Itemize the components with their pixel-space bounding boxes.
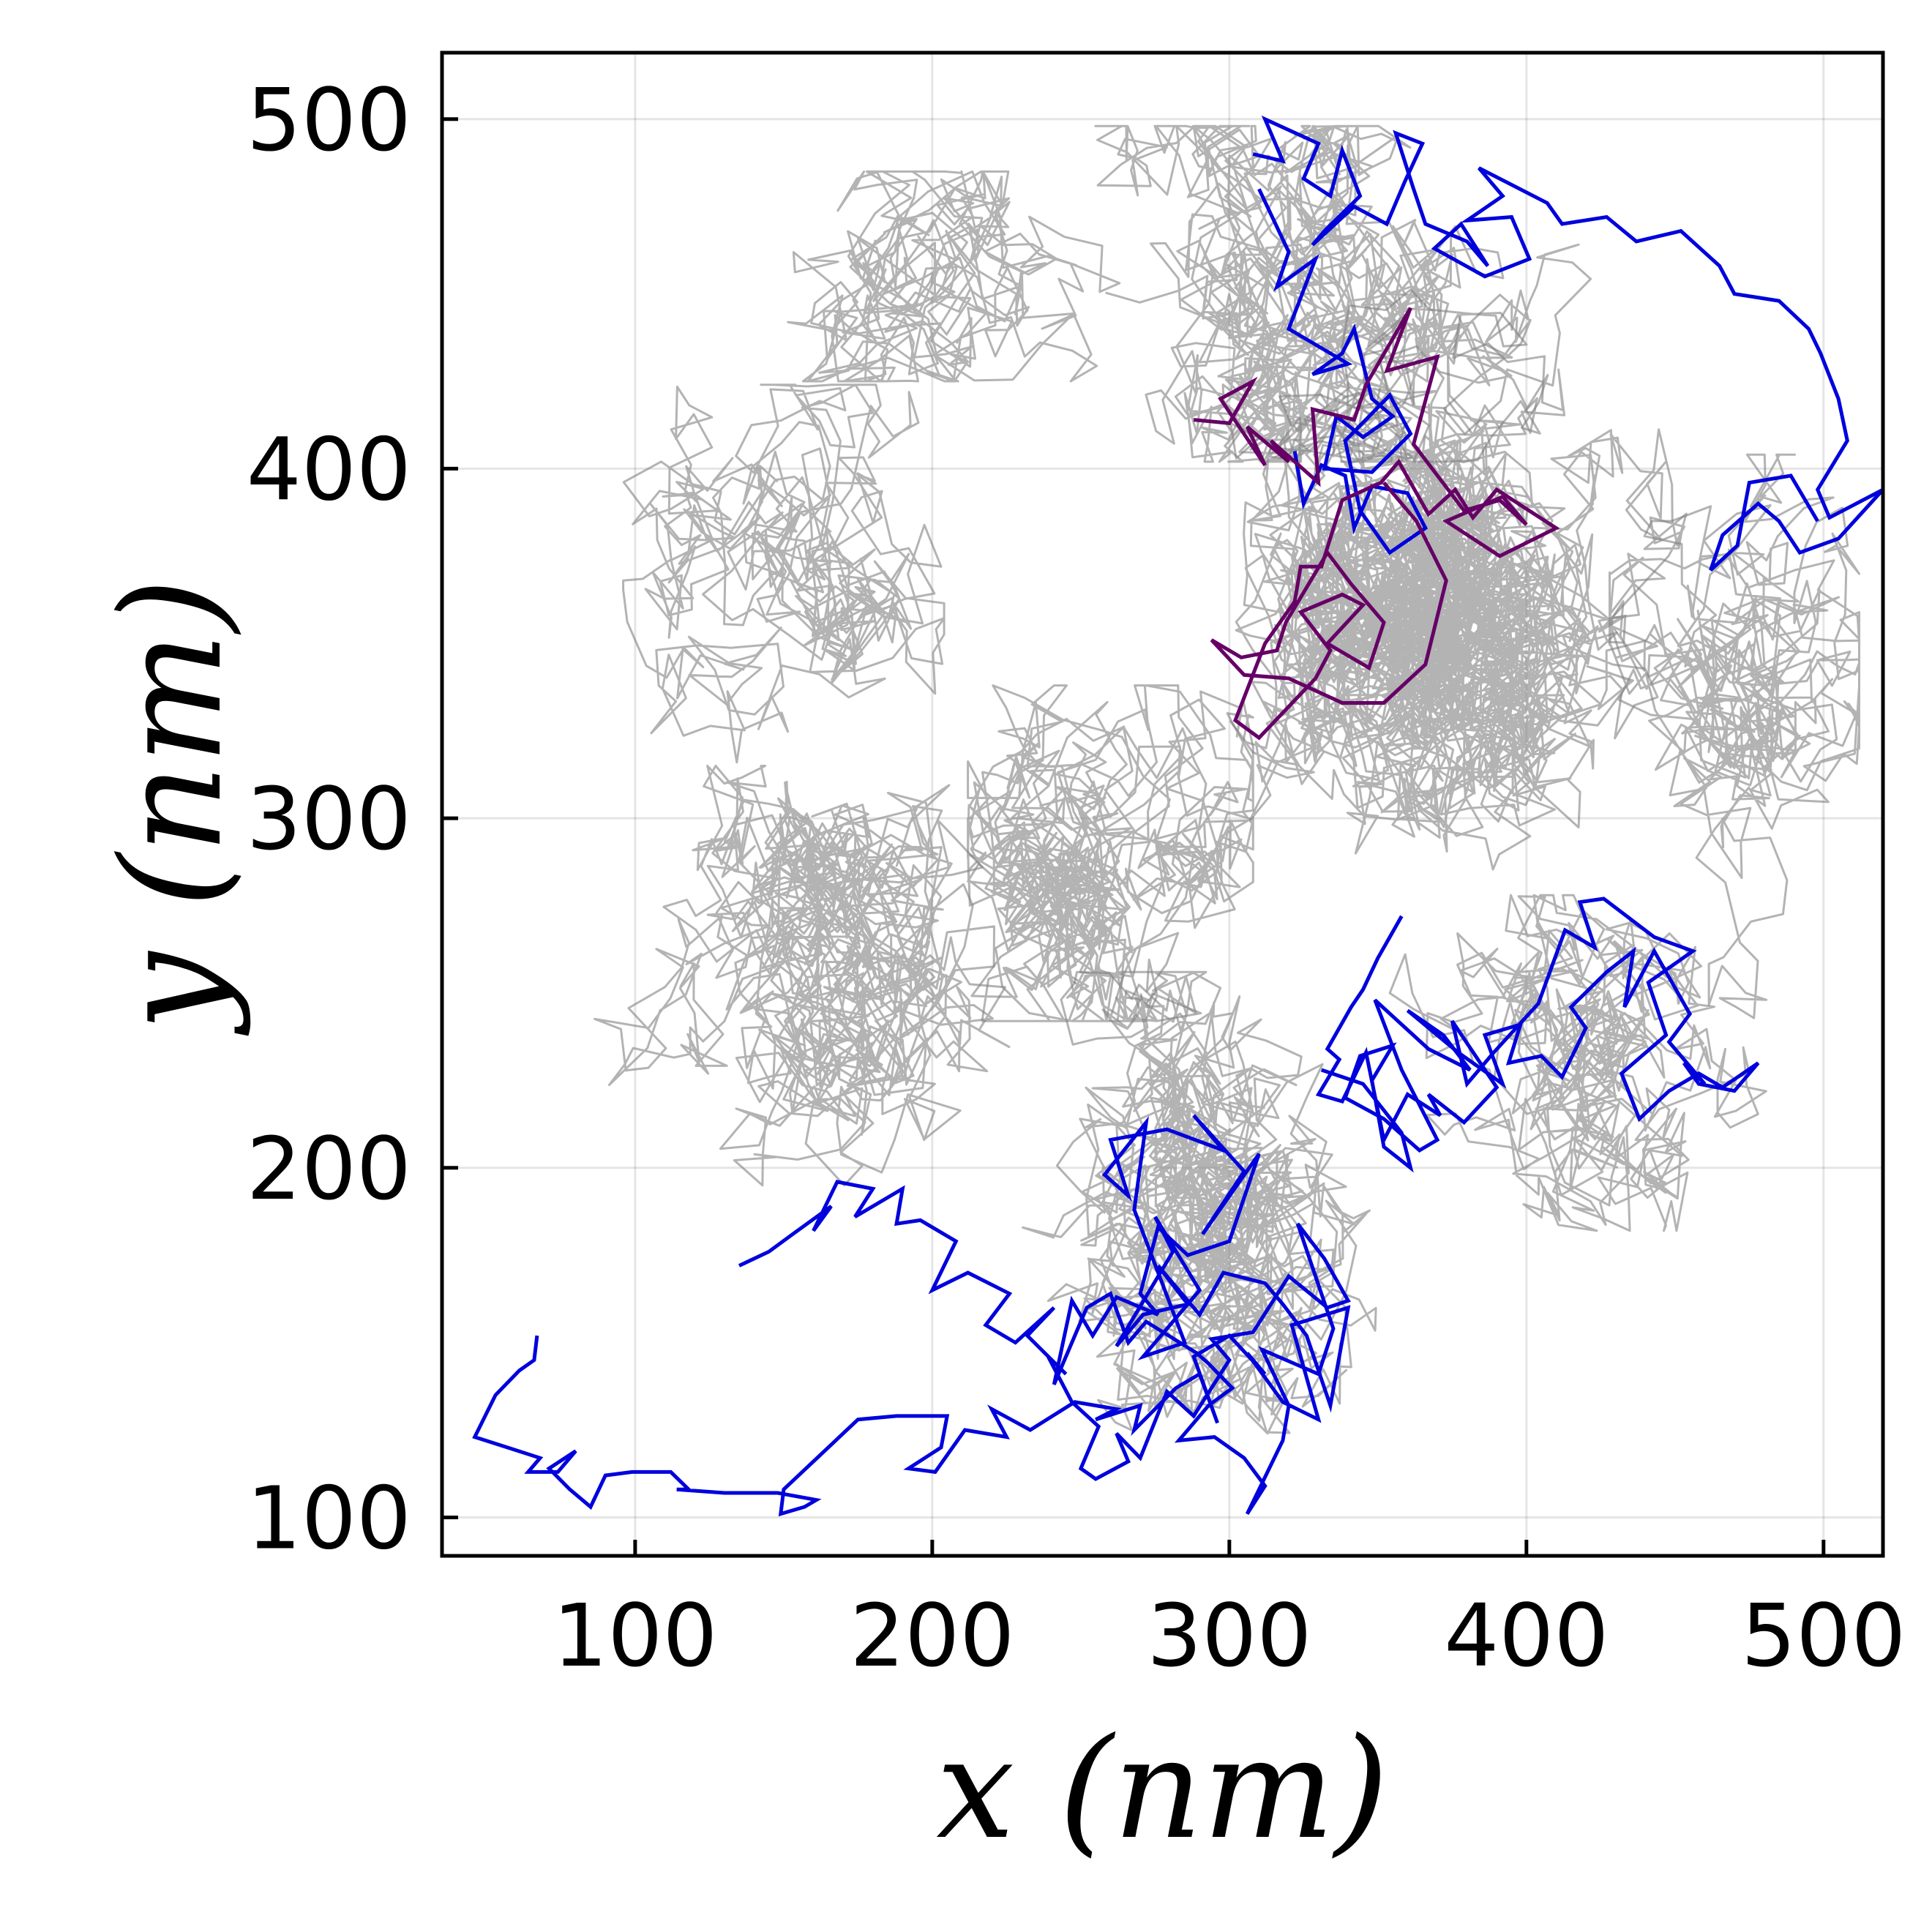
y-axis: 100 200 300 400 500: [247, 70, 458, 1568]
trajectory-line-2: [1315, 896, 1760, 1173]
plot-frame: [440, 50, 1885, 1558]
background-trajectory: [622, 383, 946, 764]
x-axis: 100 200 300 400 500: [553, 1540, 1906, 1686]
background-trajectories: [594, 124, 1860, 1435]
y-tick-label: 400: [247, 419, 411, 520]
background-trajectory: [1388, 894, 1767, 1232]
trajectory-line-5: [1193, 307, 1560, 741]
background-trajectory: [1094, 124, 1592, 463]
trajectory-line-1: [472, 1114, 1351, 1517]
y-tick-label: 200: [247, 1118, 411, 1219]
trajectory-line-4: [1257, 188, 1429, 555]
highlight-trajectories: [472, 115, 1884, 1517]
x-tick-label: 500: [1741, 1585, 1906, 1686]
background-trajectory: [967, 684, 1254, 1022]
background-trajectory: [594, 765, 1011, 1187]
background-trajectory: [1022, 970, 1377, 1435]
x-tick-label: 400: [1444, 1585, 1609, 1686]
background-trajectory: [1609, 453, 1860, 1019]
background-trajectory: [1229, 288, 1688, 871]
x-tick-label: 200: [850, 1585, 1014, 1686]
background-trajectory: [787, 170, 1121, 383]
x-tick-label: 300: [1147, 1585, 1311, 1686]
y-tick-label: 500: [247, 70, 411, 171]
trajectory-line-3: [1252, 115, 1884, 572]
x-axis-title: x (nm): [936, 1708, 1388, 1870]
y-axis-title: y (nm): [91, 578, 252, 1037]
x-tick-label: 100: [553, 1585, 717, 1686]
y-tick-label: 300: [247, 768, 411, 869]
y-tick-label: 100: [247, 1467, 411, 1568]
